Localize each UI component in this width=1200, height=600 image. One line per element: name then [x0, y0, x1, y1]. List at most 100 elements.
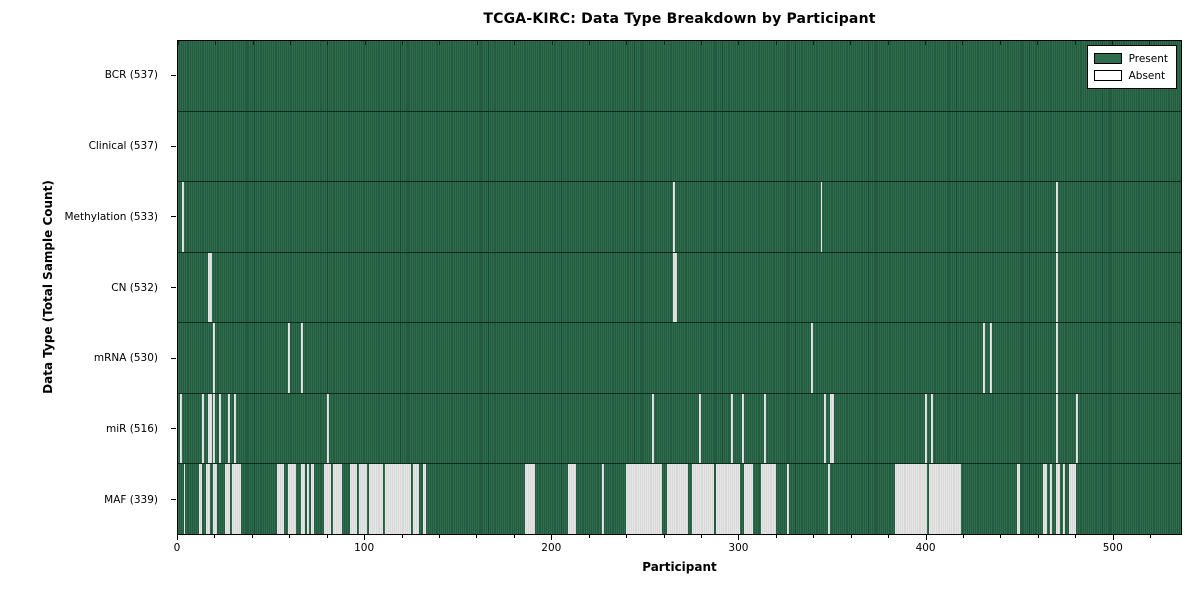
x-minor-tick: [401, 535, 403, 538]
absent-segment: [206, 464, 210, 535]
x-axis-label: Participant: [642, 560, 717, 574]
absent-segment: [824, 393, 827, 464]
x-minor-tick: [289, 535, 291, 538]
absent-segment: [327, 393, 330, 464]
top-minor-tick: [476, 41, 478, 45]
y-tick-label-cn: CN (532): [111, 281, 158, 294]
absent-segment: [392, 464, 412, 535]
absent-segment: [413, 464, 419, 535]
legend-absent-label: Absent: [1128, 69, 1166, 82]
top-axis-ticks: [178, 41, 1181, 46]
top-minor-tick: [925, 41, 927, 45]
y-tick-label-mir: miR (516): [105, 422, 158, 435]
absent-segment: [323, 464, 332, 535]
x-tick-label: 400: [915, 542, 936, 554]
absent-segment: [1063, 464, 1066, 535]
absent-segment: [672, 252, 677, 323]
absent-segment: [301, 464, 305, 535]
absent-segment: [385, 464, 393, 535]
y-tick-label-bcr: BCR (537): [104, 69, 158, 82]
chart-title: TCGA-KIRC: Data Type Breakdown by Partic…: [483, 11, 876, 27]
top-minor-tick: [290, 41, 292, 45]
absent-segment: [760, 464, 776, 535]
x-tick-mark: [925, 535, 927, 540]
y-tick-label-mrna: mRNA (530): [93, 352, 158, 365]
x-tick-label: 300: [728, 542, 749, 554]
x-minor-tick: [513, 535, 515, 538]
top-minor-tick: [1074, 41, 1076, 45]
row-clinical: [178, 110, 1181, 182]
absent-segment: [359, 464, 367, 535]
top-minor-tick: [887, 41, 889, 45]
x-tick-mark: [738, 535, 740, 540]
x-minor-tick: [1000, 535, 1002, 538]
absent-segment: [219, 393, 221, 464]
x-minor-tick: [439, 535, 440, 538]
absent-segment: [1055, 393, 1058, 464]
absent-segment: [730, 393, 733, 464]
absent-segment: [181, 182, 184, 252]
absent-segment: [925, 393, 927, 464]
absent-segment: [422, 464, 427, 535]
absent-segment: [301, 323, 304, 393]
legend-item-absent: Absent: [1093, 67, 1168, 84]
absent-segment: [1055, 323, 1058, 393]
absent-segment: [179, 393, 182, 464]
absent-segment: [1068, 464, 1077, 535]
x-tick-label: 100: [354, 542, 375, 554]
absent-segment: [1042, 464, 1047, 535]
absent-segment: [811, 323, 814, 393]
absent-segment: [601, 464, 604, 535]
top-minor-tick: [402, 41, 404, 45]
absent-segment: [368, 464, 384, 535]
absent-segment: [183, 464, 186, 535]
x-minor-tick: [701, 535, 703, 538]
row-methylation: [178, 181, 1181, 252]
row-maf: [178, 463, 1181, 535]
top-minor-tick: [178, 41, 179, 45]
absent-segment: [207, 252, 212, 323]
top-minor-tick: [588, 41, 590, 45]
absent-segment: [202, 393, 205, 464]
absent-segment: [1055, 252, 1058, 323]
y-tick-mark: [171, 145, 176, 147]
absent-segment: [213, 323, 216, 393]
absent-segment: [672, 182, 675, 252]
top-minor-tick: [439, 41, 441, 45]
absent-segment: [990, 323, 993, 393]
top-minor-tick: [775, 41, 777, 45]
y-tick-mark: [171, 499, 176, 501]
legend-item-present: Present: [1093, 50, 1168, 67]
y-tick-mark: [171, 74, 176, 76]
absent-segment: [764, 393, 767, 464]
row-mrna: [178, 322, 1181, 393]
top-minor-tick: [850, 41, 852, 45]
absent-segment: [224, 464, 231, 535]
y-tick-mark: [171, 216, 176, 218]
y-tick-label-maf: MAF (339): [104, 493, 158, 506]
top-minor-tick: [738, 41, 740, 45]
row-bcr: [178, 41, 1181, 111]
absent-segment: [288, 464, 296, 535]
absent-segment: [306, 464, 309, 535]
y-tick-label-methylation: Methylation (533): [64, 210, 158, 223]
x-minor-tick: [1075, 535, 1077, 538]
absent-segment: [699, 393, 701, 464]
top-minor-tick: [1037, 41, 1039, 45]
absent-segment: [895, 464, 927, 535]
top-minor-tick: [364, 41, 366, 45]
absent-segment: [234, 393, 236, 464]
absent-segment: [667, 464, 688, 535]
absent-segment: [333, 464, 343, 535]
absent-segment: [820, 182, 823, 252]
absent-segment: [829, 393, 834, 464]
legend-absent-swatch: [1093, 70, 1122, 81]
absent-segment: [827, 464, 830, 535]
top-minor-tick: [700, 41, 702, 45]
absent-segment: [232, 464, 242, 535]
absent-segment: [626, 464, 662, 535]
legend: Present Absent: [1086, 45, 1177, 89]
x-axis-ticks: 0 100 200 300 400 500: [174, 535, 1182, 559]
top-minor-tick: [1149, 41, 1151, 45]
